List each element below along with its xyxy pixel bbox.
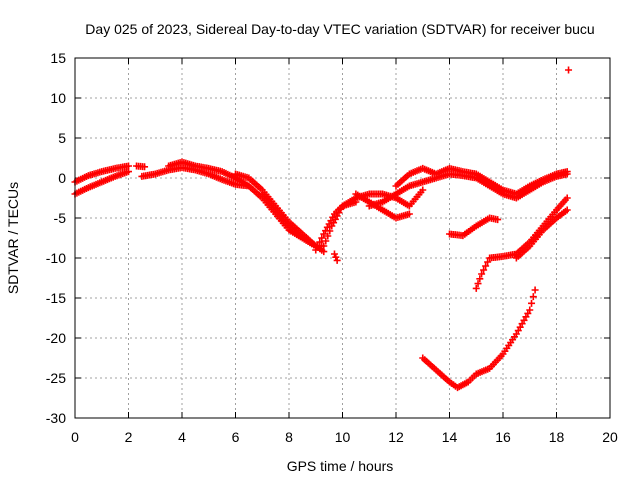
y-tick-label: 10 <box>50 90 66 106</box>
data-points <box>71 66 573 392</box>
data-point-arc-14 <box>472 284 480 292</box>
data-point-arc-6 <box>320 248 328 256</box>
data-point-arc-10 <box>405 210 413 218</box>
y-tick-label: 5 <box>58 130 66 146</box>
x-tick-label: 2 <box>125 429 133 445</box>
x-axis-ticks: 0 2 4 6 8 10 12 14 16 18 20 <box>71 58 618 445</box>
data-point-arc-14 <box>478 270 486 278</box>
plot-frame <box>74 57 611 419</box>
x-tick-label: 6 <box>232 429 240 445</box>
y-tick-label: -25 <box>46 370 66 386</box>
data-point-arc-14 <box>480 266 488 274</box>
y-tick-label: -5 <box>54 210 67 226</box>
x-tick-label: 8 <box>285 429 293 445</box>
data-point-arc-3 <box>141 163 149 171</box>
data-point-outlier <box>565 66 573 74</box>
data-point-arc-8 <box>316 238 324 246</box>
x-tick-label: 20 <box>602 429 618 445</box>
data-point-arc-13 <box>494 216 502 224</box>
chart-title: Day 025 of 2023, Sidereal Day-to-day VTE… <box>85 21 594 37</box>
y-tick-label: -20 <box>46 330 66 346</box>
data-point-arc-5 <box>324 232 332 240</box>
data-point-arc-16 <box>528 299 536 307</box>
x-tick-label: 10 <box>335 429 351 445</box>
data-point-arc-8 <box>312 246 320 254</box>
data-point-arc-5 <box>322 237 330 245</box>
data-point-arc-14 <box>563 194 571 202</box>
data-point-arc-2 <box>125 168 132 176</box>
data-point-arc-9 <box>330 250 338 258</box>
x-tick-label: 4 <box>178 429 186 445</box>
data-point-arc-8 <box>314 242 322 250</box>
y-tick-label: -10 <box>46 250 66 266</box>
data-point-arc-9 <box>332 253 340 261</box>
x-tick-label: 18 <box>549 429 565 445</box>
x-axis-label: GPS time / hours <box>287 458 394 474</box>
data-point-arc-12 <box>563 168 571 176</box>
data-point-arc-14 <box>476 275 484 283</box>
x-tick-label: 0 <box>71 429 79 445</box>
grid-lines <box>75 58 610 418</box>
data-point-arc-14 <box>482 262 490 270</box>
data-point-arc-8 <box>318 234 326 242</box>
data-point-arc-15 <box>563 206 571 214</box>
y-tick-label: 0 <box>58 170 66 186</box>
y-tick-label: 15 <box>50 50 66 66</box>
data-point-arc-16 <box>526 306 534 314</box>
data-point-arc-9 <box>333 256 341 264</box>
data-point-arc-14 <box>474 280 482 288</box>
x-tick-label: 12 <box>388 429 404 445</box>
y-tick-label: -30 <box>46 410 66 426</box>
y-tick-label: -15 <box>46 290 66 306</box>
data-point-arc-8 <box>419 186 427 194</box>
y-axis-label: SDTVAR / TECUs <box>5 182 21 294</box>
data-point-arc-16 <box>531 286 539 294</box>
data-point-arc-14 <box>484 258 492 266</box>
x-tick-label: 16 <box>495 429 511 445</box>
y-axis-ticks: -30 -25 -20 -15 -10 -5 0 5 10 15 <box>46 50 610 426</box>
data-point-arc-16 <box>529 293 537 301</box>
x-tick-label: 14 <box>442 429 458 445</box>
